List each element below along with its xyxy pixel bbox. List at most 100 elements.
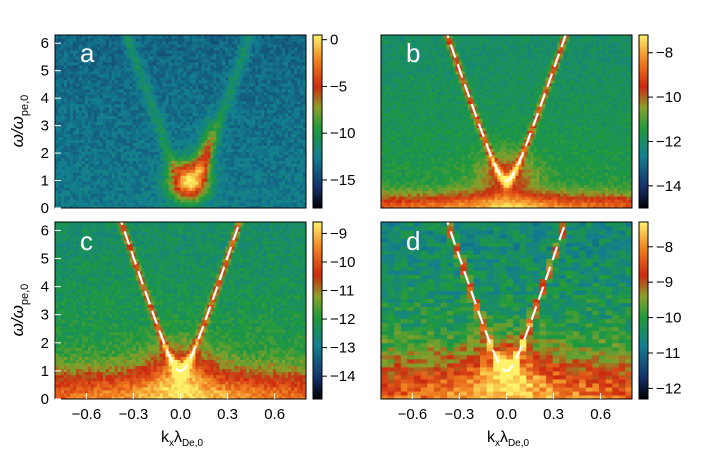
heatmap-cell: [141, 73, 146, 78]
heatmap-cell: [159, 97, 164, 102]
heatmap-cell: [270, 67, 274, 72]
heatmap-cell: [231, 148, 235, 152]
heatmap-cell: [87, 88, 92, 93]
heatmap-cell: [291, 112, 295, 117]
heatmap-cell: [129, 43, 134, 48]
heatmap-cell: [195, 184, 200, 188]
heatmap-cell: [171, 37, 176, 42]
heatmap-cell: [204, 118, 208, 123]
heatmap-cell: [243, 160, 247, 164]
heatmap-cell: [189, 154, 194, 158]
heatmap-cell: [234, 124, 238, 129]
heatmap-cell: [222, 70, 226, 75]
heatmap-cell: [66, 67, 71, 72]
heatmap-cell: [288, 166, 292, 170]
heatmap-cell: [144, 118, 149, 123]
heatmap-cell: [108, 37, 113, 42]
heatmap-cell: [297, 55, 301, 60]
heatmap-cell: [231, 199, 235, 203]
heatmap-cell: [144, 205, 149, 208]
heatmap-cell: [303, 121, 306, 126]
heatmap-cell: [189, 124, 194, 129]
heatmap-cell: [243, 88, 247, 93]
heatmap-cell: [198, 118, 203, 123]
heatmap-cell: [183, 199, 188, 203]
heatmap-cell: [57, 199, 62, 203]
heatmap-cell: [204, 154, 208, 158]
heatmap-cell: [198, 70, 203, 75]
heatmap-cell: [255, 112, 259, 117]
heatmap-cell: [126, 91, 131, 96]
heatmap-cell: [87, 40, 92, 45]
heatmap-cell: [96, 82, 101, 87]
heatmap-cell: [192, 70, 197, 75]
heatmap-cell: [297, 172, 301, 176]
heatmap-cell: [288, 106, 292, 111]
heatmap-cell: [114, 109, 119, 114]
heatmap-cell: [201, 94, 206, 99]
heatmap-cell: [294, 103, 298, 108]
heatmap-cell: [81, 106, 86, 111]
heatmap-cell: [84, 187, 89, 191]
heatmap-cell: [204, 82, 208, 87]
heatmap-cell: [168, 187, 173, 191]
heatmap-cell: [264, 85, 268, 90]
heatmap-cell: [55, 85, 59, 90]
heatmap-cell: [153, 43, 158, 48]
heatmap-cell: [141, 196, 146, 200]
heatmap-cell: [285, 67, 289, 72]
heatmap-cell: [66, 175, 71, 179]
heatmap-cell: [81, 73, 86, 78]
heatmap-cell: [120, 88, 125, 93]
heatmap-cell: [105, 40, 110, 45]
heatmap-cell: [258, 55, 262, 60]
heatmap-cell: [81, 142, 86, 146]
heatmap-cell: [192, 91, 197, 96]
heatmap-cell: [234, 142, 238, 146]
heatmap-cell: [147, 109, 152, 114]
heatmap-cell: [162, 205, 167, 208]
heatmap-cell: [108, 133, 113, 138]
heatmap-cell: [189, 49, 194, 54]
heatmap-cell: [105, 202, 110, 206]
heatmap-cell: [87, 169, 92, 173]
heatmap-cell: [225, 145, 229, 149]
heatmap-cell: [171, 64, 176, 69]
heatmap-cell: [201, 175, 206, 179]
heatmap-cell: [126, 46, 131, 51]
heatmap-cell: [291, 55, 295, 60]
heatmap-cell: [291, 106, 295, 111]
heatmap-cell: [153, 82, 158, 87]
heatmap-cell: [114, 43, 119, 48]
heatmap-cell: [138, 79, 143, 84]
heatmap-cell: [189, 52, 194, 57]
heatmap-cell: [264, 136, 268, 140]
heatmap-cell: [162, 157, 167, 161]
heatmap-cell: [177, 172, 182, 176]
heatmap-cell: [258, 157, 262, 161]
heatmap-cell: [249, 184, 253, 188]
heatmap-cell: [57, 124, 62, 129]
heatmap-cell: [60, 172, 65, 176]
heatmap-cell: [177, 136, 182, 140]
heatmap-cell: [204, 190, 208, 194]
heatmap-cell: [297, 94, 301, 99]
heatmap-cell: [216, 43, 220, 48]
heatmap-cell: [120, 58, 125, 63]
heatmap-cell: [300, 115, 304, 120]
heatmap-cell: [285, 79, 289, 84]
heatmap-cell: [144, 163, 149, 167]
heatmap-cell: [249, 58, 253, 63]
heatmap-cell: [123, 160, 128, 164]
heatmap-cell: [63, 37, 68, 42]
heatmap-cell: [90, 52, 95, 57]
heatmap-cell: [291, 97, 295, 102]
heatmap-cell: [285, 58, 289, 63]
heatmap-cell: [189, 151, 194, 155]
heatmap-cell: [153, 55, 158, 60]
heatmap-cell: [192, 46, 197, 51]
heatmap-cell: [153, 64, 158, 69]
heatmap-cell: [177, 169, 182, 173]
heatmap-cell: [246, 37, 250, 42]
heatmap-cell: [87, 205, 92, 208]
